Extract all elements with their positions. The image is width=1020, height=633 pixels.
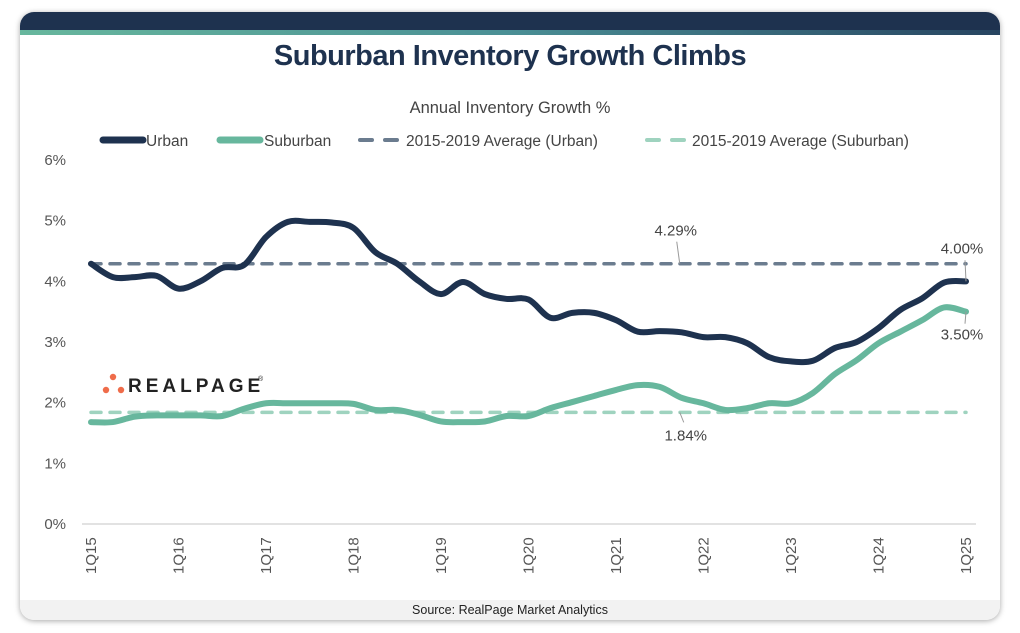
realpage-logo: REALPAGE® [102,373,264,397]
annotation-leader [964,260,967,282]
annotations: 4.29% 1.84% 4.00% 3.50% [654,223,983,445]
x-tick-label: 1Q16 [171,537,188,574]
header-bar [20,12,1000,30]
annotation-leader [676,241,681,264]
data-label: 4.00% [941,240,984,257]
logo-wordmark: REALPAGE [128,376,264,397]
x-tick-label: 1Q25 [958,537,975,574]
header-accent-band [20,30,1000,35]
chart-card: Suburban Inventory Growth Climbs Source:… [20,12,1000,620]
annotation-leader [964,311,967,324]
x-tick-label: 1Q15 [83,537,100,574]
legend-label: 2015-2019 Average (Suburban) [692,133,909,150]
legend-label: Urban [146,133,188,150]
legend-item: Suburban [216,133,331,150]
series-urban [88,217,969,366]
y-tick-label: 3% [44,334,66,351]
logo-dot-icon [117,386,125,394]
x-tick-label: 1Q18 [346,537,363,574]
y-tick-label: 5% [44,213,66,230]
legend-label: 2015-2019 Average (Urban) [406,133,598,150]
y-tick-label: 2% [44,395,66,412]
legend-item: Urban [99,133,188,150]
logo-dot-icon [109,373,117,381]
data-label: 4.29% [654,223,697,240]
x-axis: 1Q15 1Q16 1Q17 1Q18 1Q19 1Q20 1Q21 1Q22 1Q23 1Q24… [82,523,976,574]
source-footer: Source: RealPage Market Analytics [20,600,1000,620]
legend-item: 2015-2019 Average (Urban) [358,133,598,150]
plot-area [88,217,969,426]
data-label: 1.84% [664,427,707,444]
x-tick-label: 1Q17 [258,537,275,574]
y-tick-label: 0% [44,516,66,533]
chart-subtitle: Annual Inventory Growth % [410,99,611,117]
y-tick-label: 4% [44,273,66,290]
trademark-symbol: ® [258,375,264,383]
y-tick-label: 6% [44,152,66,169]
x-tick-label: 1Q24 [871,537,888,574]
x-tick-label: 1Q19 [433,537,450,574]
x-tick-label: 1Q22 [696,537,713,574]
data-label: 3.50% [941,327,984,344]
legend: Urban Suburban 2015-2019 Average (Urban) 20… [99,133,909,150]
x-tick-label: 1Q20 [521,537,538,574]
legend-item: 2015-2019 Average (Suburban) [645,133,909,150]
x-tick-label: 1Q23 [783,537,800,574]
page-title: Suburban Inventory Growth Climbs [273,40,747,72]
y-axis: 0% 1% 2% 3% 4% 5% 6% [44,152,66,533]
y-tick-label: 1% [44,455,66,472]
series-suburban [88,304,969,426]
logo-dot-icon [102,386,110,394]
x-tick-label: 1Q21 [608,537,625,574]
annotation-leader [679,412,685,423]
legend-label: Suburban [264,133,331,150]
